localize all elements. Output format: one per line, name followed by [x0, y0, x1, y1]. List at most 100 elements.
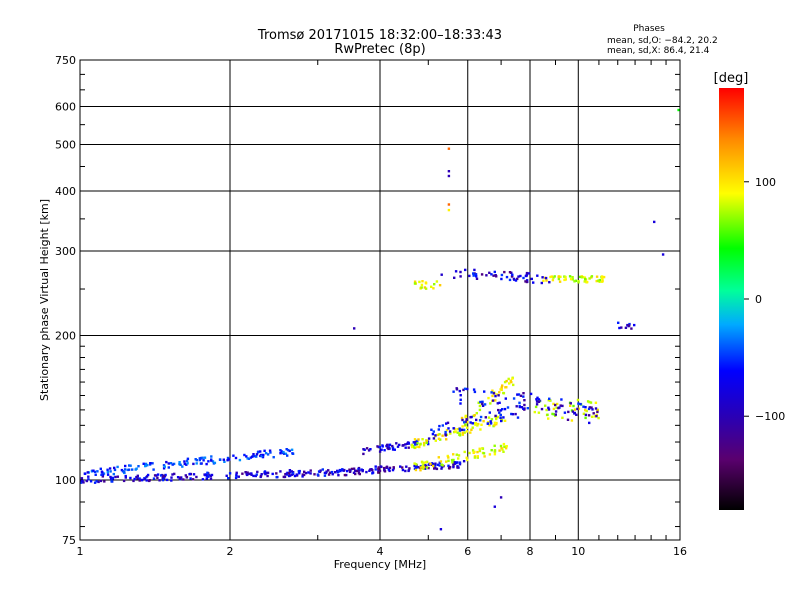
data-point — [288, 449, 291, 453]
data-point — [511, 273, 514, 276]
data-point — [213, 461, 217, 465]
data-point — [454, 430, 457, 433]
data-point — [479, 415, 483, 419]
data-points — [79, 108, 680, 531]
data-point — [545, 408, 548, 412]
data-point — [169, 462, 173, 465]
colorbar — [719, 88, 744, 510]
data-point — [180, 476, 183, 479]
data-point — [469, 416, 472, 419]
data-point — [285, 472, 288, 476]
data-point — [129, 464, 132, 467]
data-point — [505, 379, 508, 383]
data-point — [404, 443, 407, 446]
data-point — [434, 439, 437, 442]
data-point — [126, 468, 129, 472]
data-point — [432, 287, 435, 290]
data-point — [447, 170, 451, 173]
data-point — [383, 468, 386, 471]
data-point — [473, 272, 476, 275]
data-point — [421, 461, 424, 464]
data-point — [530, 277, 533, 281]
data-point — [109, 470, 112, 473]
data-point — [198, 457, 201, 460]
data-point — [432, 437, 436, 440]
x-tick-label: 10 — [571, 545, 585, 558]
data-point — [383, 466, 386, 470]
data-point — [483, 455, 486, 458]
data-point — [418, 445, 421, 449]
data-point — [559, 404, 562, 407]
data-point — [490, 449, 493, 452]
data-point — [478, 449, 482, 453]
data-point — [541, 276, 544, 279]
data-point — [330, 470, 334, 474]
data-point — [580, 276, 584, 279]
data-point — [447, 459, 450, 462]
data-point — [470, 428, 473, 431]
data-point — [557, 277, 561, 281]
data-point — [87, 475, 90, 478]
data-point — [198, 458, 201, 462]
data-point — [243, 453, 246, 457]
y-tick-label: 300 — [55, 245, 76, 258]
data-point — [103, 480, 106, 483]
data-point — [235, 475, 238, 478]
data-point — [286, 448, 290, 452]
data-point — [249, 456, 253, 459]
data-point — [381, 444, 384, 447]
data-point — [504, 447, 508, 450]
data-point — [430, 285, 433, 288]
data-point — [508, 382, 511, 385]
data-point — [282, 450, 285, 454]
data-point — [461, 431, 465, 434]
data-point — [552, 407, 556, 411]
data-point — [171, 473, 174, 476]
data-point — [298, 469, 301, 473]
data-point — [323, 471, 327, 475]
data-point — [377, 471, 380, 474]
data-point — [234, 456, 238, 460]
data-point — [536, 396, 539, 399]
data-point — [549, 275, 552, 279]
data-point — [458, 429, 462, 432]
data-point — [587, 407, 591, 411]
data-point — [564, 275, 567, 279]
data-point — [493, 505, 496, 508]
data-point — [113, 468, 117, 472]
data-point — [584, 406, 587, 409]
data-point — [584, 416, 587, 420]
data-point — [588, 277, 591, 280]
colorbar-ticks: 100 0 −100 — [744, 176, 785, 423]
data-point — [291, 471, 294, 475]
data-point — [341, 468, 344, 471]
data-point — [430, 463, 433, 466]
data-point — [431, 432, 435, 436]
data-point — [495, 393, 498, 396]
data-point — [414, 443, 417, 446]
data-point — [434, 462, 437, 465]
data-point — [422, 461, 425, 465]
data-point — [499, 413, 502, 417]
data-point — [554, 413, 557, 416]
data-point — [293, 474, 297, 478]
data-point — [447, 174, 451, 178]
data-point — [438, 284, 442, 287]
data-point — [285, 448, 288, 451]
data-point — [227, 477, 230, 480]
data-point — [488, 271, 491, 274]
data-point — [490, 273, 493, 276]
data-point — [109, 475, 112, 479]
data-point — [309, 469, 312, 472]
data-point — [323, 474, 327, 477]
data-point — [441, 424, 444, 427]
data-point — [253, 454, 256, 458]
data-point — [522, 392, 525, 395]
data-point — [404, 446, 407, 449]
data-point — [553, 275, 556, 278]
data-point — [290, 448, 294, 451]
data-point — [459, 398, 462, 401]
data-point — [188, 472, 192, 476]
data-point — [576, 407, 579, 411]
data-point — [246, 471, 249, 474]
